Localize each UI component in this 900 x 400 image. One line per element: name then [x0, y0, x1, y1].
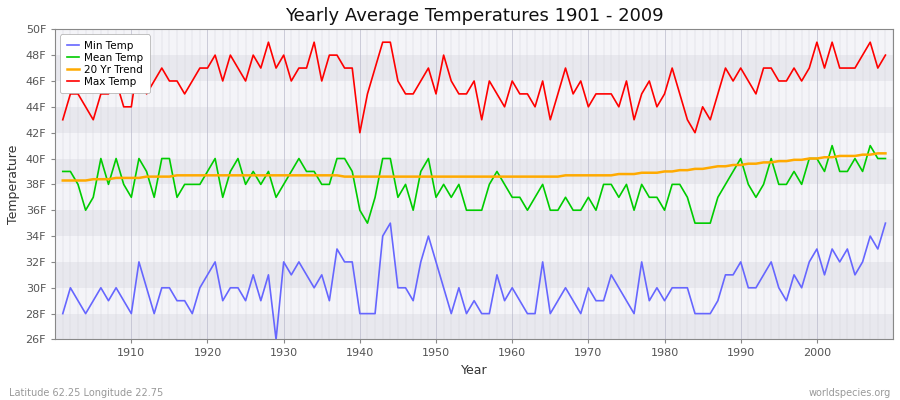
Bar: [55, 107, 893, 133]
20 Yr Trend: [598, 173, 609, 178]
Bar: [55, 210, 893, 236]
Line: 20 Yr Trend: 20 Yr Trend: [63, 153, 886, 180]
Mean Temp: [286, 169, 297, 174]
Min Temp: [880, 221, 891, 226]
Min Temp: [118, 298, 129, 303]
20 Yr Trend: [286, 173, 297, 178]
Bar: [55, 133, 893, 158]
Max Temp: [118, 104, 129, 109]
20 Yr Trend: [331, 173, 342, 178]
Bar: [55, 29, 893, 55]
Max Temp: [880, 53, 891, 58]
Bar: [55, 81, 893, 107]
Mean Temp: [507, 195, 517, 200]
Legend: Min Temp, Mean Temp, 20 Yr Trend, Max Temp: Min Temp, Mean Temp, 20 Yr Trend, Max Te…: [60, 34, 149, 93]
Mean Temp: [606, 182, 616, 187]
Line: Mean Temp: Mean Temp: [63, 146, 886, 223]
20 Yr Trend: [58, 178, 68, 183]
20 Yr Trend: [507, 174, 517, 179]
20 Yr Trend: [118, 176, 129, 180]
Min Temp: [515, 298, 526, 303]
Text: worldspecies.org: worldspecies.org: [809, 388, 891, 398]
Title: Yearly Average Temperatures 1901 - 2009: Yearly Average Temperatures 1901 - 2009: [284, 7, 663, 25]
Min Temp: [293, 260, 304, 264]
20 Yr Trend: [872, 151, 883, 156]
Bar: [55, 262, 893, 288]
X-axis label: Year: Year: [461, 364, 488, 377]
Bar: [55, 314, 893, 340]
Min Temp: [614, 285, 625, 290]
Mean Temp: [118, 182, 129, 187]
Y-axis label: Temperature: Temperature: [7, 145, 20, 224]
Bar: [55, 288, 893, 314]
Mean Temp: [362, 221, 373, 226]
Mean Temp: [515, 195, 526, 200]
Bar: [55, 184, 893, 210]
Mean Temp: [331, 156, 342, 161]
Max Temp: [355, 130, 365, 135]
20 Yr Trend: [880, 151, 891, 156]
Line: Min Temp: Min Temp: [63, 223, 886, 340]
Min Temp: [58, 311, 68, 316]
Min Temp: [522, 311, 533, 316]
Min Temp: [385, 221, 396, 226]
Mean Temp: [880, 156, 891, 161]
Bar: [55, 55, 893, 81]
Max Temp: [339, 66, 350, 70]
Min Temp: [271, 337, 282, 342]
Bar: [55, 158, 893, 184]
Text: Latitude 62.25 Longitude 22.75: Latitude 62.25 Longitude 22.75: [9, 388, 163, 398]
Min Temp: [339, 260, 350, 264]
Max Temp: [263, 40, 274, 45]
Max Temp: [515, 92, 526, 96]
Max Temp: [58, 117, 68, 122]
Max Temp: [522, 92, 533, 96]
Max Temp: [293, 66, 304, 70]
Bar: [55, 236, 893, 262]
Mean Temp: [827, 143, 838, 148]
Mean Temp: [58, 169, 68, 174]
20 Yr Trend: [500, 174, 510, 179]
Max Temp: [614, 104, 625, 109]
Line: Max Temp: Max Temp: [63, 42, 886, 133]
